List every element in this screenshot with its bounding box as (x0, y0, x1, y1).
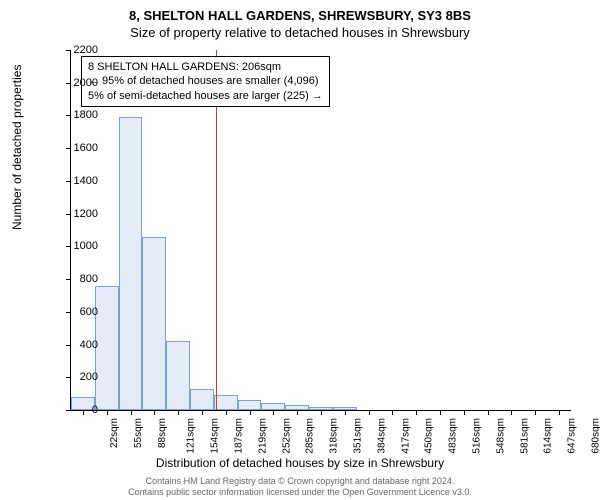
y-tick-mark (66, 410, 71, 411)
histogram-bar (119, 117, 143, 410)
y-tick-label: 2000 (74, 77, 98, 89)
y-tick-label: 200 (80, 371, 98, 383)
x-tick-label: 121sqm (186, 418, 197, 454)
histogram-bar (166, 341, 190, 410)
y-tick-mark (66, 312, 71, 313)
x-tick-mark (511, 410, 512, 415)
x-tick-mark (392, 410, 393, 415)
y-tick-label: 2200 (74, 44, 98, 56)
x-tick-mark (488, 410, 489, 415)
footnote: Contains HM Land Registry data © Crown c… (0, 476, 600, 498)
x-tick-mark (202, 410, 203, 415)
y-axis-label: Number of detached properties (10, 65, 24, 230)
x-tick-label: 581sqm (519, 418, 530, 454)
y-tick-mark (66, 345, 71, 346)
y-tick-label: 1000 (74, 240, 98, 252)
annotation-box: 8 SHELTON HALL GARDENS: 206sqm ← 95% of … (81, 56, 330, 107)
x-tick-mark (535, 410, 536, 415)
x-tick-label: 55sqm (133, 418, 144, 448)
plot-area: 8 SHELTON HALL GARDENS: 206sqm ← 95% of … (70, 50, 571, 411)
x-tick-mark (131, 410, 132, 415)
chart-title-main: 8, SHELTON HALL GARDENS, SHREWSBURY, SY3… (0, 0, 600, 23)
y-tick-label: 600 (80, 306, 98, 318)
x-tick-label: 614sqm (543, 418, 554, 454)
x-tick-label: 483sqm (448, 418, 459, 454)
x-tick-mark (416, 410, 417, 415)
footnote-line-2: Contains public sector information licen… (0, 487, 600, 498)
histogram-bar (238, 400, 262, 410)
x-tick-mark (273, 410, 274, 415)
y-tick-label: 1200 (74, 208, 98, 220)
y-tick-label: 1800 (74, 109, 98, 121)
x-tick-label: 22sqm (109, 418, 120, 448)
x-tick-mark (226, 410, 227, 415)
y-tick-label: 0 (92, 404, 98, 416)
annotation-line-property: 8 SHELTON HALL GARDENS: 206sqm (88, 60, 323, 74)
x-tick-label: 417sqm (400, 418, 411, 454)
x-tick-mark (154, 410, 155, 415)
x-tick-label: 516sqm (472, 418, 483, 454)
annotation-line-larger: 5% of semi-detached houses are larger (2… (88, 89, 323, 103)
y-tick-mark (66, 83, 71, 84)
y-tick-mark (66, 148, 71, 149)
x-tick-label: 154sqm (210, 418, 221, 454)
histogram-bar (142, 237, 166, 410)
y-tick-mark (66, 50, 71, 51)
x-tick-mark (178, 410, 179, 415)
x-tick-mark (559, 410, 560, 415)
footnote-line-1: Contains HM Land Registry data © Crown c… (0, 476, 600, 487)
x-tick-label: 548sqm (495, 418, 506, 454)
x-tick-label: 285sqm (305, 418, 316, 454)
x-tick-mark (440, 410, 441, 415)
x-tick-label: 219sqm (257, 418, 268, 454)
annotation-line-smaller: ← 95% of detached houses are smaller (4,… (88, 74, 323, 88)
x-tick-label: 351sqm (353, 418, 364, 454)
x-tick-label: 384sqm (376, 418, 387, 454)
x-tick-label: 647sqm (567, 418, 578, 454)
y-tick-label: 1400 (74, 175, 98, 187)
x-tick-mark (369, 410, 370, 415)
y-tick-mark (66, 279, 71, 280)
chart-title-sub: Size of property relative to detached ho… (0, 23, 600, 40)
x-tick-label: 252sqm (281, 418, 292, 454)
x-tick-mark (107, 410, 108, 415)
y-tick-mark (66, 214, 71, 215)
x-tick-mark (464, 410, 465, 415)
chart-container: 8, SHELTON HALL GARDENS, SHREWSBURY, SY3… (0, 0, 600, 500)
y-tick-mark (66, 115, 71, 116)
x-tick-mark (345, 410, 346, 415)
x-tick-label: 680sqm (591, 418, 600, 454)
histogram-bar (190, 389, 214, 410)
x-tick-mark (297, 410, 298, 415)
histogram-bar (95, 286, 119, 410)
y-tick-label: 800 (80, 273, 98, 285)
histogram-bar (214, 395, 238, 410)
y-tick-mark (66, 181, 71, 182)
x-tick-mark (250, 410, 251, 415)
x-tick-mark (83, 410, 84, 415)
x-tick-label: 318sqm (329, 418, 340, 454)
x-tick-label: 450sqm (424, 418, 435, 454)
y-tick-mark (66, 246, 71, 247)
x-tick-label: 187sqm (234, 418, 245, 454)
x-axis-label: Distribution of detached houses by size … (0, 456, 600, 470)
y-tick-label: 1600 (74, 142, 98, 154)
y-tick-mark (66, 377, 71, 378)
x-tick-mark (321, 410, 322, 415)
x-tick-label: 88sqm (157, 418, 168, 448)
y-tick-label: 400 (80, 339, 98, 351)
